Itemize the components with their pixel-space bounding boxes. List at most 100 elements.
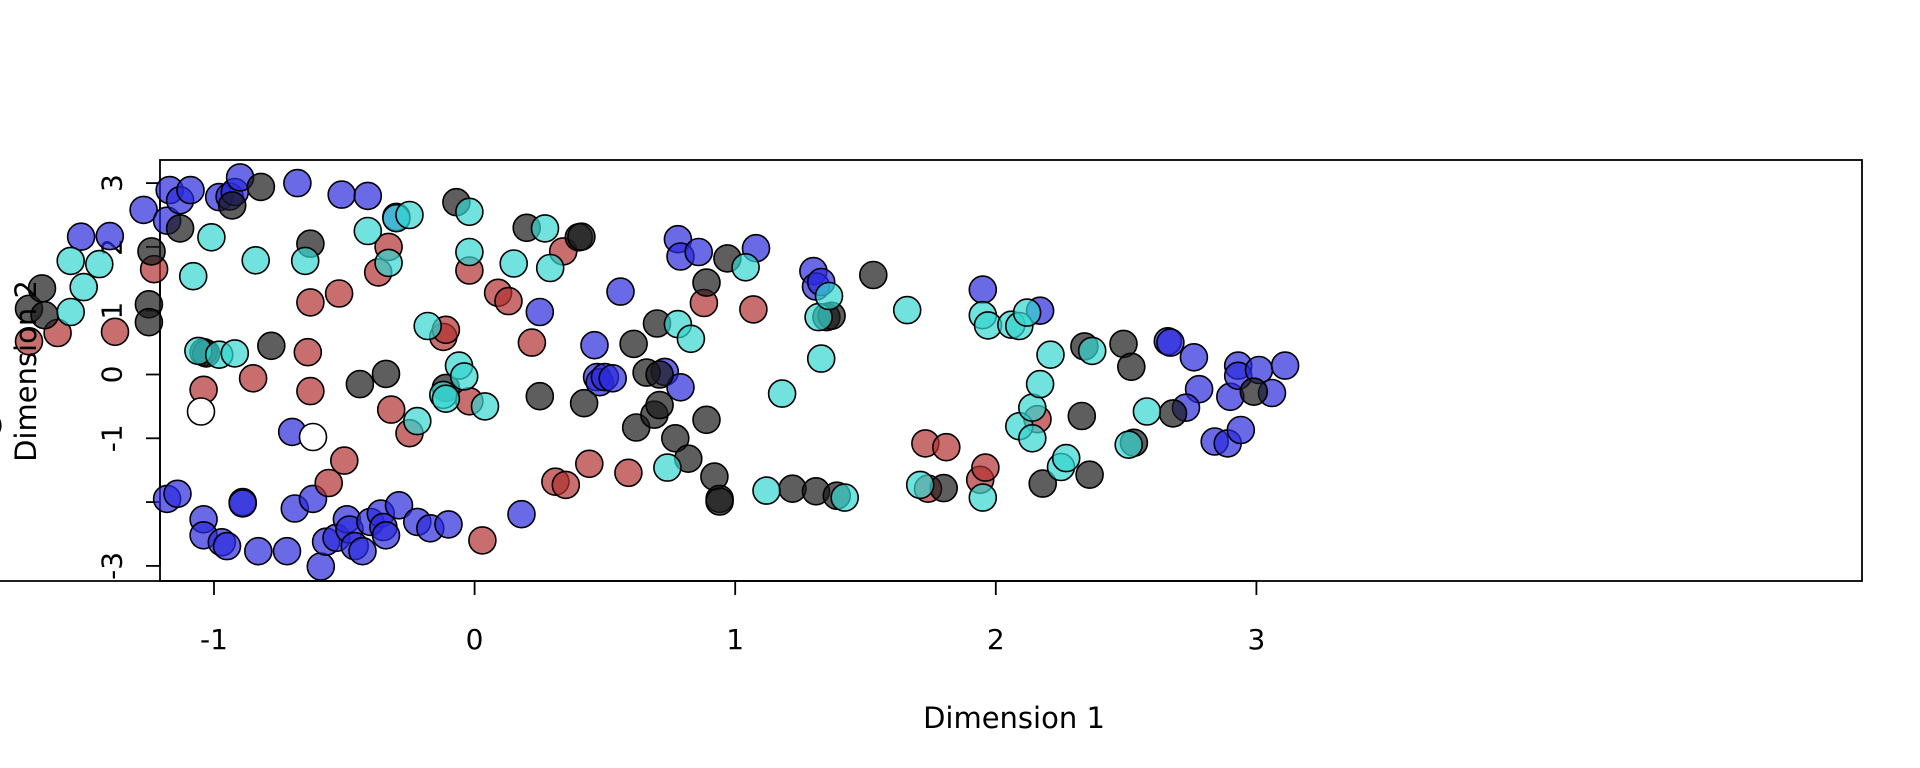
data-point-series-1 (384, 490, 414, 520)
data-point-series-2 (293, 337, 323, 367)
data-point-series-4 (1025, 369, 1055, 399)
data-point-series-3 (567, 222, 596, 251)
x-axis-title: Dimension 1 (923, 701, 1105, 735)
data-point-series-1 (243, 536, 273, 566)
data-point-series-3 (858, 260, 888, 290)
data-point-series-4 (968, 483, 998, 512)
data-point-series-3 (705, 487, 734, 516)
data-point-series-4 (731, 252, 760, 282)
data-point-series-1 (283, 168, 312, 198)
data-point-series-4 (455, 197, 484, 227)
data-point-series-2 (614, 458, 643, 488)
data-point-series-4 (374, 248, 403, 278)
data-point-series-3 (692, 405, 721, 435)
y-tick-label: 0 (96, 366, 129, 384)
data-point-series-4 (69, 272, 98, 302)
data-point-series-2 (296, 376, 325, 406)
data-point-series-4 (290, 246, 320, 276)
data-point-series-4 (56, 246, 85, 276)
data-point-series-3 (1117, 352, 1146, 382)
x-tick-label: 2 (987, 623, 1005, 656)
data-point-series-1 (163, 479, 192, 509)
y-tick-label: -1 (96, 424, 129, 452)
data-point-series-4 (1036, 340, 1065, 370)
data-point-series-4 (530, 214, 560, 243)
data-point-series-3 (134, 307, 164, 337)
data-point-series-4 (178, 261, 208, 291)
data-point-series-3 (256, 331, 286, 361)
data-point-series-4 (1114, 430, 1143, 460)
data-point-series-4 (56, 297, 85, 327)
data-point-series-3 (929, 473, 959, 503)
data-point-series-4 (220, 339, 250, 368)
data-point-series-3 (660, 423, 690, 453)
data-point-series-4 (830, 483, 860, 512)
data-point-series-3 (165, 214, 195, 243)
data-point-series-3 (1067, 401, 1097, 431)
data-point-series-1 (434, 510, 463, 539)
data-point-series-1 (371, 520, 401, 550)
data-point-series-4 (905, 470, 935, 500)
data-point-series-1 (684, 237, 714, 267)
data-point-series-1 (176, 175, 205, 205)
data-point-series-2 (574, 449, 604, 479)
data-point-series-2 (0, 418, 2, 433)
data-point-series-5 (298, 422, 328, 452)
y-tick-label: 3 (96, 174, 129, 192)
data-point-series-4 (470, 392, 500, 421)
data-point-series-1 (327, 180, 357, 209)
data-point-series-1 (1226, 415, 1256, 445)
data-point-series-4 (85, 249, 114, 279)
data-point-series-4 (1012, 298, 1042, 327)
data-point-series-4 (806, 344, 836, 373)
data-point-series-1 (348, 536, 377, 566)
data-point-series-2 (324, 279, 354, 308)
data-point-series-4 (449, 362, 479, 391)
data-points (0, 163, 1300, 581)
data-point-series-1 (525, 297, 555, 327)
data-point-series-3 (371, 359, 401, 389)
data-point-series-1 (66, 222, 96, 251)
data-point-series-4 (1077, 336, 1107, 366)
data-point-series-4 (413, 311, 443, 341)
data-point-series-4 (653, 453, 682, 482)
data-point-series-2 (238, 363, 268, 393)
data-point-series-1 (1179, 342, 1209, 372)
y-tick-label: -3 (96, 552, 129, 580)
x-tick-label: 3 (1247, 623, 1265, 656)
data-point-series-1 (129, 195, 158, 225)
data-point-series-3 (137, 237, 166, 266)
data-point-series-4 (1051, 443, 1081, 473)
data-point-series-5 (186, 397, 216, 426)
data-point-series-3 (345, 369, 375, 399)
data-point-series-3 (645, 360, 674, 389)
data-point-series-1 (666, 372, 695, 402)
data-point-series-2 (517, 328, 547, 357)
data-point-series-4 (455, 237, 484, 267)
data-point-series-3 (569, 388, 599, 418)
data-point-series-1 (1270, 351, 1300, 380)
data-point-series-4 (892, 295, 922, 325)
data-point-series-4 (1132, 397, 1162, 426)
data-point-series-2 (468, 526, 497, 555)
data-point-series-1 (507, 499, 536, 529)
data-point-series-4 (402, 406, 432, 436)
data-point-series-3 (619, 329, 648, 359)
y-tick-label: 1 (96, 302, 129, 320)
data-point-series-4 (767, 379, 797, 408)
data-point-series-1 (272, 536, 302, 566)
data-point-series-2 (931, 432, 961, 462)
data-point-series-4 (499, 249, 529, 278)
data-point-series-1 (228, 489, 257, 518)
data-point-series-4 (1018, 423, 1047, 453)
data-point-series-1 (598, 363, 628, 393)
data-point-series-2 (14, 326, 44, 356)
data-point-series-4 (353, 216, 383, 246)
data-point-series-3 (1158, 399, 1188, 428)
data-point-series-3 (525, 381, 555, 411)
data-point-series-2 (739, 295, 768, 324)
data-point-series-2 (376, 395, 406, 424)
data-point-series-1 (606, 277, 635, 306)
